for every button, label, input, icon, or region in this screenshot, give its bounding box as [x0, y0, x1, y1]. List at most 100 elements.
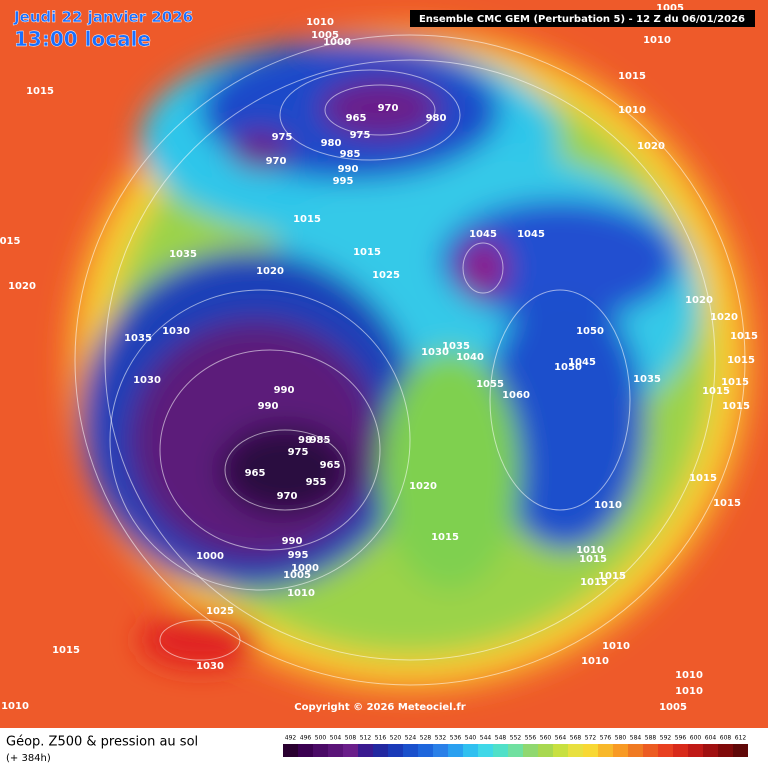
isobar-label: 1015	[689, 473, 717, 484]
isobar-label: 1015	[580, 577, 608, 588]
colorbar-swatch	[358, 744, 373, 757]
colorbar-tick-label: 572	[585, 735, 597, 742]
isobar-label: 1050	[576, 326, 604, 337]
colorbar-swatch	[718, 744, 733, 757]
colorbar-swatch	[448, 744, 463, 757]
colorbar-swatch	[508, 744, 523, 757]
colorbar-swatch	[583, 744, 598, 757]
colorbar-swatch	[313, 744, 328, 757]
isobar-label: 1015	[702, 386, 730, 397]
colorbar-tick-label: 556	[525, 735, 537, 742]
colorbar-swatch	[298, 744, 313, 757]
colorbar-swatch	[493, 744, 508, 757]
colorbar: 492 496 500 504 508 512 516 520 524 528 532 536 540 5…	[283, 735, 748, 757]
isobar-label: 990	[282, 536, 303, 547]
isobar-label: 1035	[442, 341, 470, 352]
colorbar-tick-label: 608	[720, 735, 732, 742]
colorbar-tick-label: 596	[675, 735, 687, 742]
colorbar-swatch	[463, 744, 478, 757]
isobar-label: 1015	[26, 86, 54, 97]
colorbar-swatch	[703, 744, 718, 757]
colorbar-tick-label: 532	[435, 735, 447, 742]
isobar-label: 1060	[502, 390, 530, 401]
isobar-label: 1015	[431, 532, 459, 543]
isobar-label: 1015	[353, 247, 381, 258]
colorbar-tick-label: 584	[630, 735, 642, 742]
isobar-label: 1010	[581, 656, 609, 667]
isobar-label: 1045	[469, 229, 497, 240]
colorbar-tick-label: 580	[615, 735, 627, 742]
isobar-label: 1030	[421, 347, 449, 358]
colorbar-tick-label: 592	[660, 735, 672, 742]
isobar-label: 1035	[124, 333, 152, 344]
isobar-label: 015	[0, 236, 20, 247]
isobar-label: 1010	[576, 545, 604, 556]
isobar-label: 1015	[727, 355, 755, 366]
colorbar-swatch	[433, 744, 448, 757]
isobar-label: 1015	[713, 498, 741, 509]
footer-lead: (+ 384h)	[6, 753, 51, 764]
isobar-label: 98	[298, 435, 312, 446]
isobar-label: 1035	[633, 374, 661, 385]
isobar-label: 965	[320, 460, 341, 471]
isobar-label: 990	[258, 401, 279, 412]
isobar-label: 965	[245, 468, 266, 479]
isobar-label: 1005	[659, 702, 687, 713]
colorbar-tick-label: 540	[465, 735, 477, 742]
model-box	[410, 10, 755, 27]
copyright: Copyright © 2026 Meteociel.fr	[294, 702, 465, 713]
isobar-label: 990	[338, 164, 359, 175]
colorbar-swatch	[418, 744, 433, 757]
isobar-label: 1005	[656, 3, 684, 14]
isobar-label: 1015	[598, 571, 626, 582]
colorbar-swatch	[523, 744, 538, 757]
footer-title: Géop. Z500 & pression au sol	[6, 735, 198, 750]
isobar-label: 1010	[618, 105, 646, 116]
colorbar-tick-label: 524	[405, 735, 417, 742]
colorbar-tick-label: 576	[600, 735, 612, 742]
isobar-label: 1020	[637, 141, 665, 152]
isobar-label: 1015	[579, 554, 607, 565]
isobar-label: 955	[306, 477, 327, 488]
isobar-label: 1030	[196, 661, 224, 672]
colorbar-swatch	[733, 744, 748, 757]
isobar-label: 980	[426, 113, 447, 124]
isobar-label: 1010	[287, 588, 315, 599]
time: 13:00 locale	[14, 27, 151, 51]
isobar-label: 1010	[1, 701, 29, 712]
isobar-label: 1030	[162, 326, 190, 337]
isobar-label: 1000	[196, 551, 224, 562]
colorbar-swatch	[688, 744, 703, 757]
isobar-label: 1015	[293, 214, 321, 225]
colorbar-tick-label: 496	[300, 735, 312, 742]
colorbar-swatch	[373, 744, 388, 757]
isobar-label: 1010	[675, 686, 703, 697]
colorbar-tick-label: 552	[510, 735, 522, 742]
isobar-label: 975	[350, 130, 371, 141]
isobar-label: 990	[274, 385, 295, 396]
isobar-label: 1020	[409, 481, 437, 492]
colorbar-swatch	[643, 744, 658, 757]
isobar-label: 1025	[372, 270, 400, 281]
colorbar-swatch	[658, 744, 673, 757]
map	[0, 0, 768, 728]
colorbar-tick-label: 568	[570, 735, 582, 742]
colorbar-tick-label: 564	[555, 735, 567, 742]
isobar-label: 970	[266, 156, 287, 167]
isobar-label: 1005	[311, 30, 339, 41]
isobar-label: 1010	[602, 641, 630, 652]
isobar-label: 970	[277, 491, 298, 502]
isobar-label: 1010	[306, 17, 334, 28]
colorbar-tick-label: 516	[375, 735, 387, 742]
colorbar-tick-label: 536	[450, 735, 462, 742]
isobar-label: 975	[288, 447, 309, 458]
isobar-label: 1050	[554, 362, 582, 373]
colorbar-swatch	[343, 744, 358, 757]
colorbar-swatch	[478, 744, 493, 757]
colorbar-tick-label: 504	[330, 735, 342, 742]
colorbar-swatch	[553, 744, 568, 757]
isobar-label: 965	[346, 113, 367, 124]
colorbar-tick-label: 604	[705, 735, 717, 742]
isobar-label: 980	[321, 138, 342, 149]
